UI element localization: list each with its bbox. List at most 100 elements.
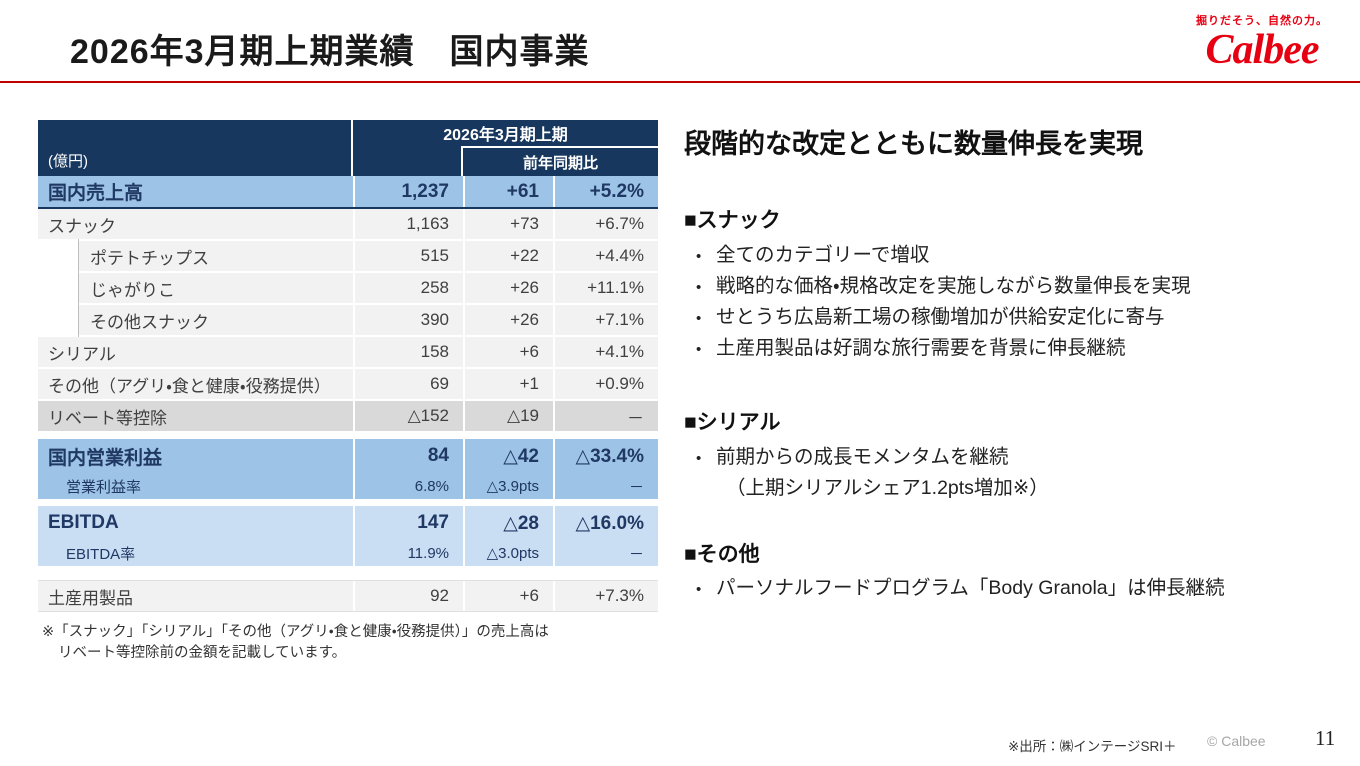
row-label: スナック	[48, 216, 116, 236]
operating-profit-block: 国内営業利益 84 △42 △33.4% 営業利益率 6.8% △3.9pts …	[38, 439, 658, 499]
other-bullet-list: パーソナルフードプログラム「Body Granola」は伸長継続	[692, 573, 1225, 605]
yoy-header-label: 前年同期比	[461, 146, 658, 176]
table-row-potato-chips: ポテトチップス 515 +22 +4.4%	[38, 239, 658, 273]
unit-label: (億円)	[48, 153, 88, 170]
page-number: 11	[1315, 726, 1336, 750]
row-pct: +0.9%	[553, 369, 658, 399]
ebitda-block: EBITDA 147 △28 △16.0% EBITDA率 11.9% △3.0…	[38, 506, 658, 566]
table-row-domestic-sales: 国内売上高 1,237 +61 +5.2%	[38, 176, 658, 209]
bullet-continuation: （上期シリアルシェア1.2pts増加※）	[726, 477, 1049, 499]
row-diff: △3.9pts	[463, 473, 553, 499]
row-diff: △19	[463, 401, 553, 431]
row-value: 158	[353, 337, 463, 367]
row-pct: +7.3%	[553, 581, 658, 611]
commentary-headline: 段階的な改定とともに数量伸長を実現	[684, 129, 1143, 159]
table-header: (億円) 2026年3月期上期 前年同期比	[38, 120, 658, 176]
bullet-item: パーソナルフードプログラム「Body Granola」は伸長継続	[692, 573, 1225, 605]
row-pct: +4.4%	[553, 241, 658, 271]
row-value: 69	[353, 369, 463, 399]
section-title-other: ■その他	[684, 543, 760, 566]
row-diff: +26	[463, 273, 553, 303]
row-label: 国内売上高	[48, 183, 144, 204]
row-pct: +11.1%	[553, 273, 658, 303]
row-label: その他スナック	[38, 303, 353, 337]
row-pct: －	[553, 473, 658, 499]
cereal-bullet-list: 前期からの成長モメンタムを継続 （上期シリアルシェア1.2pts増加※）	[692, 442, 1049, 504]
table-footnote: ※「スナック」「シリアル」「その他（アグリ・食と健康・役務提供）」の売上高は リ…	[42, 622, 549, 664]
row-label: 国内営業利益	[48, 447, 163, 469]
row-pct: +4.1%	[553, 337, 658, 367]
row-value: 6.8%	[353, 473, 463, 499]
table-row-ebitda-margin: EBITDA率 11.9% △3.0pts －	[38, 540, 658, 566]
bullet-item: 戦略的な価格・規格改定を実施しながら数量伸長を実現	[692, 271, 1191, 303]
logo-brand-text: Calbee	[1205, 27, 1320, 73]
row-diff: △28	[463, 506, 553, 540]
row-diff: +1	[463, 369, 553, 399]
source-note: ※出所：㈱インテージSRI＋	[1008, 739, 1177, 754]
row-pct: +7.1%	[553, 305, 658, 335]
financial-table: (億円) 2026年3月期上期 前年同期比 国内売上高 1,237 +61 +5…	[38, 120, 658, 612]
row-value: 84	[353, 439, 463, 473]
row-value: 92	[353, 581, 463, 611]
row-label: EBITDA率	[66, 545, 136, 563]
bullet-item: 前期からの成長モメンタムを継続	[692, 442, 1049, 474]
row-value: 515	[353, 241, 463, 271]
row-pct: △16.0%	[553, 506, 658, 540]
row-value: 11.9%	[353, 540, 463, 566]
row-diff: △42	[463, 439, 553, 473]
table-row-operating-profit: 国内営業利益 84 △42 △33.4%	[38, 439, 658, 473]
row-value: △152	[353, 401, 463, 431]
snack-bullet-list: 全てのカテゴリーで増収 戦略的な価格・規格改定を実施しながら数量伸長を実現 せと…	[692, 240, 1191, 365]
calbee-logo: 掘りだそう、自然の力。 Calbee	[1182, 12, 1342, 72]
row-pct: －	[553, 540, 658, 566]
table-row-jagarico: じゃがりこ 258 +26 +11.1%	[38, 271, 658, 305]
footnote-line1: ※「スナック」「シリアル」「その他（アグリ・食と健康・役務提供）」の売上高は	[42, 624, 549, 640]
section-title-cereal: ■シリアル	[684, 411, 781, 434]
period-header-label: 2026年3月期上期	[443, 127, 568, 144]
row-label: ポテトチップス	[38, 239, 353, 273]
row-diff: +61	[463, 176, 553, 207]
row-label: EBITDA	[48, 512, 119, 533]
row-pct: +6.7%	[553, 209, 658, 239]
row-diff: +26	[463, 305, 553, 335]
row-label: 土産用製品	[48, 588, 133, 608]
row-diff: +22	[463, 241, 553, 271]
table-row-cereal: シリアル 158 +6 +4.1%	[38, 337, 658, 369]
table-row-other-snacks: その他スナック 390 +26 +7.1%	[38, 303, 658, 337]
header-spacer	[353, 146, 461, 176]
logo-tagline: 掘りだそう、自然の力。	[1196, 15, 1328, 27]
page-title: 2026年3月期上期業績 国内事業	[70, 33, 590, 71]
copyright-text: © Calbee	[1207, 733, 1266, 749]
table-row-snack: スナック 1,163 +73 +6.7%	[38, 209, 658, 241]
table-row-others: その他（アグリ・食と健康・役務提供） 69 +1 +0.9%	[38, 369, 658, 401]
bullet-item: 全てのカテゴリーで増収	[692, 240, 1191, 272]
footnote-line2: リベート等控除前の金額を記載しています。	[58, 645, 347, 661]
row-label: シリアル	[48, 344, 116, 364]
table-row-souvenir: 土産用製品 92 +6 +7.3%	[38, 580, 658, 612]
table-unit-cell: (億円)	[38, 120, 353, 176]
row-label: じゃがりこ	[38, 271, 353, 305]
row-value: 1,163	[353, 209, 463, 239]
row-pct: △33.4%	[553, 439, 658, 473]
slide-header: 2026年3月期上期業績 国内事業 掘りだそう、自然の力。 Calbee	[0, 0, 1360, 83]
row-diff: +6	[463, 337, 553, 367]
row-value: 1,237	[353, 176, 463, 207]
bullet-item: 土産用製品は好調な旅行需要を背景に伸長継続	[692, 333, 1191, 365]
row-pct: +5.2%	[553, 176, 658, 207]
row-label: リベート等控除	[48, 408, 167, 428]
table-row-ebitda: EBITDA 147 △28 △16.0%	[38, 506, 658, 540]
table-row-operating-margin: 営業利益率 6.8% △3.9pts －	[38, 473, 658, 499]
row-diff: +6	[463, 581, 553, 611]
row-label: 営業利益率	[66, 478, 142, 496]
row-pct: －	[553, 401, 658, 431]
section-title-snack: ■スナック	[684, 209, 781, 232]
row-value: 147	[353, 506, 463, 540]
row-value: 258	[353, 273, 463, 303]
row-diff: +73	[463, 209, 553, 239]
row-diff: △3.0pts	[463, 540, 553, 566]
table-period-header: 2026年3月期上期 前年同期比	[353, 120, 658, 176]
table-row-rebate-deduction: リベート等控除 △152 △19 －	[38, 401, 658, 433]
row-label: その他（アグリ・食と健康・役務提供）	[48, 376, 331, 396]
row-value: 390	[353, 305, 463, 335]
bullet-item: せとうち広島新工場の稼働増加が供給安定化に寄与	[692, 302, 1191, 334]
